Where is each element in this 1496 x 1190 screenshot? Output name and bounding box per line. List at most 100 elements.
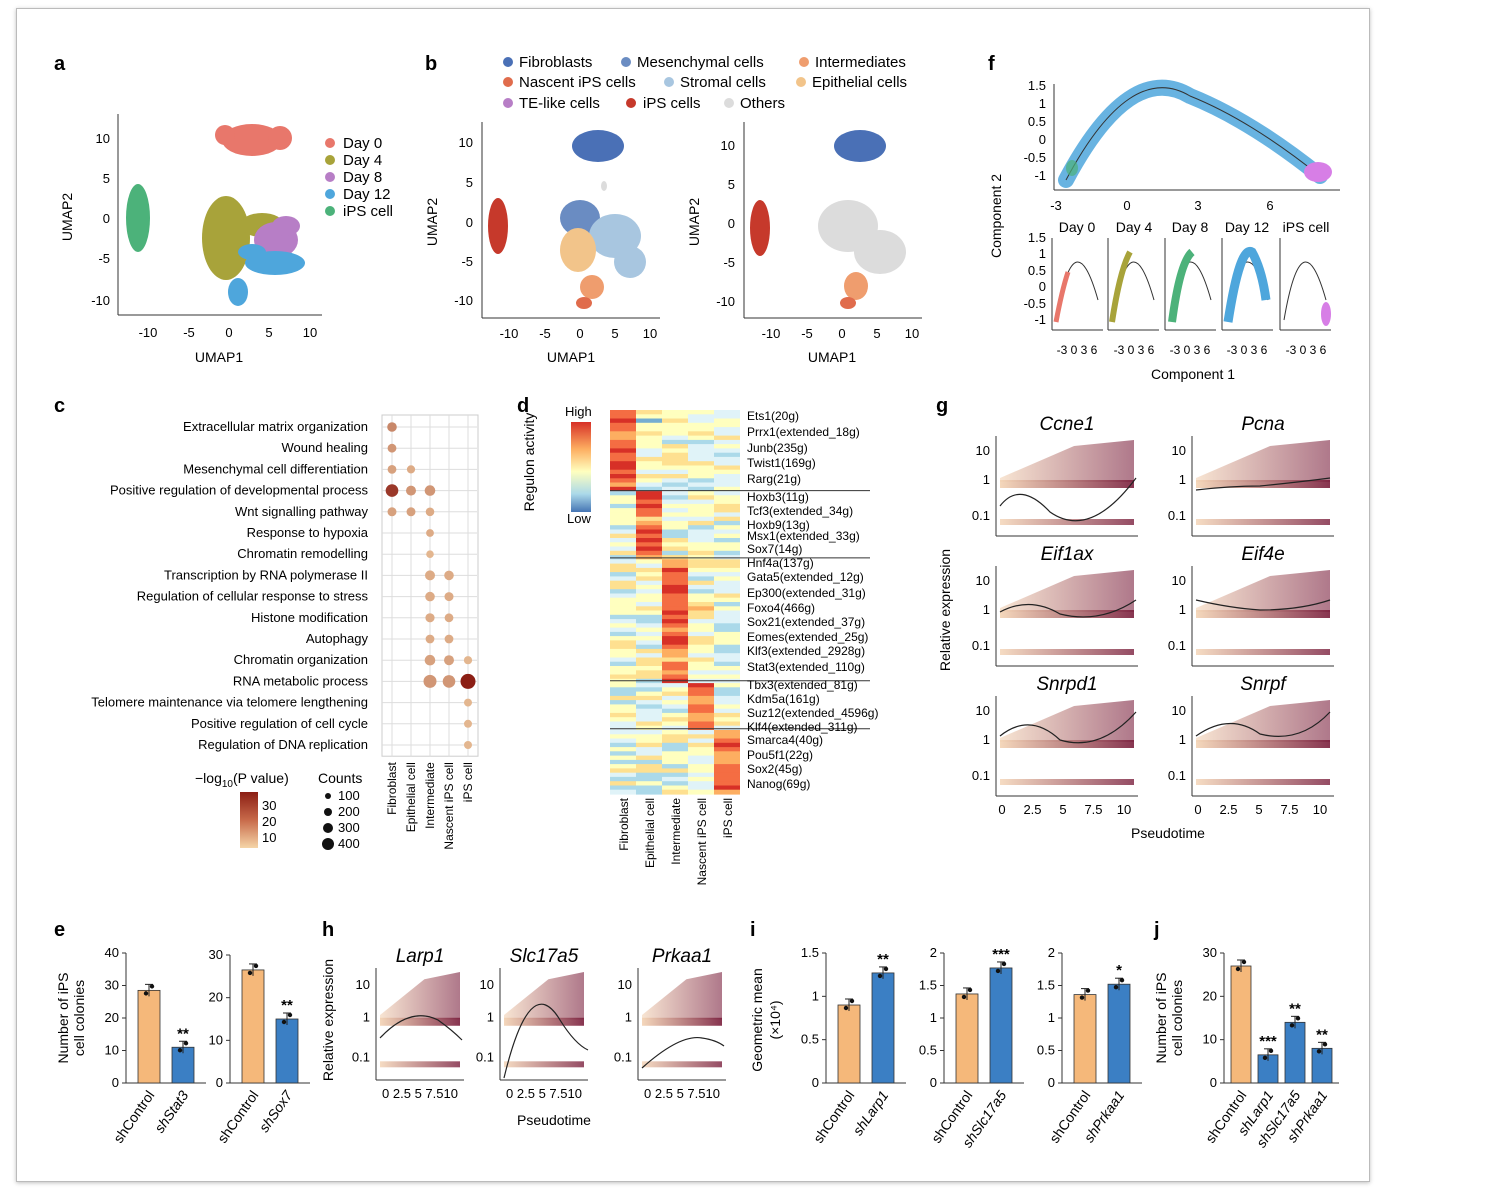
panel-d-cell (688, 486, 714, 492)
panel-d-cell (714, 414, 740, 420)
panel-d-cell (688, 725, 714, 731)
panel-d-cell (610, 529, 636, 535)
panel-d-cell (688, 730, 714, 735)
panel-d-cell (714, 499, 740, 505)
panel-d-cell (610, 721, 636, 727)
panel-d-cell (714, 448, 740, 454)
panel-c-dot (444, 613, 454, 623)
panel-d-cell (610, 627, 636, 633)
panel-j-ylabel: Number of iPScell colonies (1153, 972, 1185, 1063)
panel-d-cell (636, 725, 662, 731)
panel-d-cell (610, 597, 636, 603)
panel-d-cell (714, 508, 740, 513)
panel-d-cell (662, 674, 688, 680)
panel-d-cell (714, 584, 740, 590)
panel-d-cell (688, 414, 714, 420)
panel-c-color-legend-title: −log10(P value) (195, 770, 289, 790)
panel-d-cell (714, 576, 740, 582)
panel-d-cell (688, 712, 714, 718)
panel-d-cell (688, 631, 714, 637)
panel-d-cell (714, 533, 740, 539)
panel-d-cell (688, 563, 714, 569)
expression-trend-line (999, 477, 1137, 522)
panel-d-cell (714, 747, 740, 752)
panel-d-cell (688, 452, 714, 458)
panel-d-cell (636, 704, 662, 710)
panel-d-cell (610, 734, 636, 740)
panel-j-point (1316, 1049, 1322, 1054)
panel-c-dots (385, 422, 476, 749)
panel-b-ytick: -10 (716, 294, 735, 309)
panel-c-dot (442, 675, 456, 688)
panel-j-ytick: 30 (1203, 945, 1217, 960)
panel-d-cell (662, 478, 688, 484)
panel-d-cell (688, 657, 714, 663)
panel-d-regulon-label: Ep300(extended_31g) (747, 586, 866, 600)
panel-label-b: b (425, 53, 437, 75)
panel-i-0-bar (871, 972, 895, 1084)
panel-d-cell (662, 482, 688, 488)
panel-d-regulon-label: Eomes(extended_25g) (747, 630, 868, 644)
panel-d-cell (610, 572, 636, 577)
panel-d-regulon-label: Rarg(21g) (747, 472, 801, 486)
expression-trend-line (1195, 711, 1331, 737)
panel-d-cell (636, 461, 662, 467)
panel-d-cell (662, 465, 688, 471)
panel-d-cell (610, 725, 636, 731)
panel-d-cell (610, 448, 636, 454)
panel-c-dot (425, 591, 435, 602)
panel-d-cell (610, 653, 636, 659)
panel-i-2-ytick: 0 (1048, 1075, 1055, 1090)
panel-d-cell (662, 461, 688, 467)
panel-f-title-ips: iPS cell (1283, 219, 1330, 235)
panel-c-dot (423, 674, 437, 688)
panel-c-dot (444, 592, 454, 602)
panel-c-dot (387, 507, 397, 517)
expression-band (1196, 610, 1330, 618)
panel-c-dot (406, 507, 416, 517)
panel-d-cell (688, 593, 714, 599)
panel-e-right-category-label: shSox7 (256, 1087, 297, 1135)
panel-d-cell (610, 474, 636, 479)
panel-d-cell (714, 474, 740, 479)
expression-cloud (504, 972, 584, 1020)
panel-c-size-tick: 100 (338, 788, 360, 803)
panel-d-cell (714, 546, 740, 552)
panel-d-cell (636, 474, 662, 479)
panel-d-cell (688, 410, 714, 415)
panel-c-dot (387, 465, 397, 474)
panel-d-cell (662, 435, 688, 441)
panel-d-cell (714, 785, 740, 791)
panel-d-high-label: High (565, 404, 592, 419)
panel-d-cell (714, 725, 740, 731)
panel-d-cell (688, 503, 714, 509)
panel-d-cell (688, 439, 714, 445)
panel-a-ylabel: UMAP2 (59, 193, 75, 241)
panel-d-cell (688, 542, 714, 548)
panel-d-cell (662, 657, 688, 663)
panel-j-point (1322, 1042, 1328, 1047)
panel-d-cell (714, 593, 740, 599)
panel-c-size-tick: 200 (338, 804, 360, 819)
panel-d-cell (610, 478, 636, 484)
panel-a-ytick: 0 (103, 211, 110, 226)
panel-d-cell (714, 781, 740, 787)
panel-d-cell (662, 546, 688, 552)
panel-e-left-significance: ** (177, 1025, 189, 1042)
expression-subplot: 10 1 0.1 Eif1ax (972, 544, 1138, 667)
panel-c-size-legend: 100 200 300 400 (322, 788, 360, 851)
panel-d-cell (714, 730, 740, 735)
panel-j-ytick: 0 (1210, 1075, 1217, 1090)
panel-f-title-day12: Day 12 (1225, 219, 1270, 235)
panel-c-dot (424, 485, 436, 496)
panel-d-cell (688, 640, 714, 646)
panel-d-cell (610, 567, 636, 573)
panel-i-1-bar (955, 993, 979, 1084)
panel-f-ytick: -0.5 (1024, 150, 1046, 165)
panel-d-cell (636, 546, 662, 552)
panel-a-ytick: -5 (98, 251, 110, 266)
expression-ytick: 10 (618, 977, 632, 992)
panel-a-umap: 10 5 0 -5 -10 -10 -5 0 5 10 UMAP1 UMAP2 (59, 114, 393, 365)
panel-d-cell (714, 768, 740, 774)
